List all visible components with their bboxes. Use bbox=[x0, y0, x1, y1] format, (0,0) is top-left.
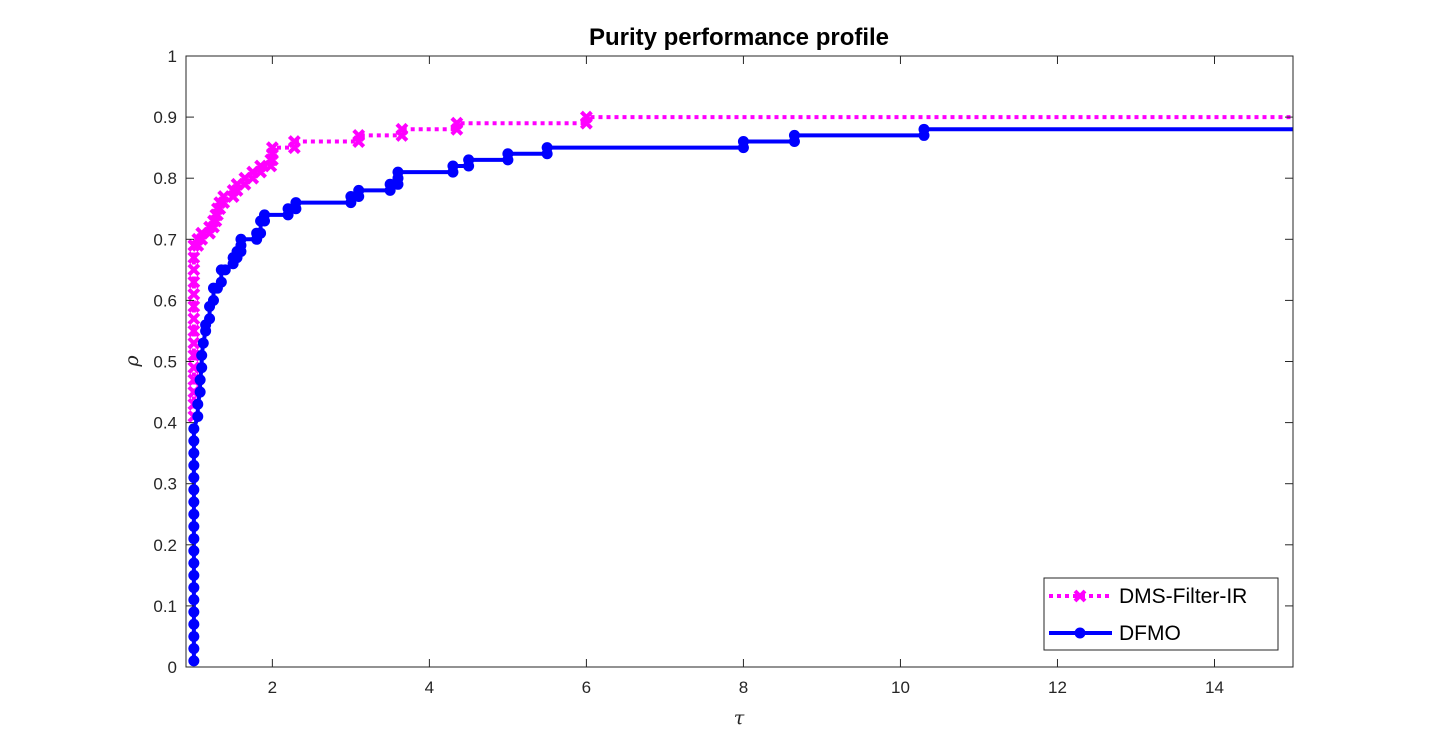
data-point-dfmo bbox=[737, 136, 749, 148]
data-point-dfmo bbox=[502, 148, 514, 160]
legend-label-dms-filter-ir: DMS-Filter-IR bbox=[1119, 585, 1247, 608]
data-point-dms-filter-ir bbox=[187, 348, 201, 362]
data-point-dfmo bbox=[392, 166, 404, 178]
data-point-dfmo bbox=[192, 398, 204, 410]
y-axis-label: ρ bbox=[121, 355, 143, 368]
x-tick-label: 12 bbox=[1048, 678, 1067, 697]
y-axis-ticks: 0 0.1 0.2 0.3 0.4 0.5 0.6 0.7 0.8 0.9 1 bbox=[153, 47, 1293, 677]
data-point-dms-filter-ir bbox=[265, 141, 279, 155]
y-tick-label: 0.4 bbox=[153, 414, 177, 433]
y-tick-label: 0.9 bbox=[153, 108, 177, 127]
x-tick-label: 4 bbox=[425, 678, 434, 697]
legend: DMS-Filter-IR DFMO bbox=[1043, 577, 1279, 651]
data-point-dfmo bbox=[188, 447, 200, 459]
legend-box bbox=[1043, 577, 1279, 651]
series-layer bbox=[187, 110, 1293, 667]
legend-marker-dms-filter-ir bbox=[1073, 589, 1087, 603]
data-point-dms-filter-ir bbox=[187, 312, 201, 326]
data-point-dfmo bbox=[188, 496, 200, 508]
data-point-dfmo bbox=[282, 203, 294, 215]
plot-area bbox=[186, 56, 1293, 667]
y-tick-label: 0 bbox=[168, 658, 177, 677]
x-tick-label: 14 bbox=[1205, 678, 1224, 697]
x-tick-label: 6 bbox=[582, 678, 591, 697]
y-tick-label: 0.3 bbox=[153, 475, 177, 494]
data-point-dfmo bbox=[188, 423, 200, 435]
data-point-dms-filter-ir bbox=[352, 129, 366, 142]
y-tick-label: 0.1 bbox=[153, 597, 177, 616]
data-point-dfmo bbox=[197, 337, 209, 349]
data-point-dfmo bbox=[188, 618, 200, 630]
legend-label-dfmo: DFMO bbox=[1119, 622, 1181, 645]
x-tick-label: 10 bbox=[891, 678, 910, 697]
data-point-dfmo bbox=[541, 142, 553, 154]
data-point-dfmo bbox=[188, 594, 200, 606]
data-point-dfmo bbox=[463, 154, 475, 166]
data-point-dfmo bbox=[188, 459, 200, 471]
data-point-dms-filter-ir bbox=[287, 135, 301, 148]
x-tick-label: 2 bbox=[268, 678, 277, 697]
data-point-dfmo bbox=[215, 276, 227, 288]
data-point-dfmo bbox=[188, 643, 200, 655]
data-point-dfmo bbox=[918, 123, 930, 135]
x-tick-label: 8 bbox=[739, 678, 748, 697]
data-point-dfmo bbox=[192, 410, 204, 422]
x-axis-label: τ bbox=[734, 707, 745, 729]
data-point-dfmo bbox=[384, 178, 396, 190]
data-point-dms-filter-ir bbox=[187, 251, 201, 265]
data-point-dfmo bbox=[447, 160, 459, 172]
data-point-dfmo bbox=[204, 313, 216, 325]
y-tick-label: 0.6 bbox=[153, 291, 177, 310]
data-point-dfmo bbox=[188, 520, 200, 532]
y-tick-label: 0.5 bbox=[153, 353, 177, 372]
data-point-dfmo bbox=[194, 374, 206, 386]
data-point-dfmo bbox=[188, 533, 200, 545]
data-point-dfmo bbox=[188, 484, 200, 496]
y-tick-label: 1 bbox=[168, 47, 177, 66]
data-point-dms-filter-ir bbox=[187, 361, 201, 375]
series-dfmo bbox=[188, 123, 1293, 667]
data-point-dfmo bbox=[188, 557, 200, 569]
data-point-dfmo bbox=[207, 294, 219, 306]
data-point-dms-filter-ir bbox=[187, 324, 201, 338]
chart-title: Purity performance profile bbox=[589, 24, 889, 51]
data-point-dfmo bbox=[235, 233, 247, 245]
data-point-dfmo bbox=[196, 362, 208, 374]
data-point-dfmo bbox=[188, 630, 200, 642]
data-point-dms-filter-ir bbox=[254, 159, 267, 173]
y-tick-label: 0.2 bbox=[153, 536, 177, 555]
data-point-dfmo bbox=[219, 264, 231, 276]
data-point-dms-filter-ir bbox=[395, 122, 409, 136]
data-point-dfmo bbox=[196, 349, 208, 361]
legend-marker-dfmo bbox=[1074, 627, 1086, 639]
data-point-dms-filter-ir bbox=[187, 336, 201, 350]
y-tick-label: 0.7 bbox=[153, 230, 177, 249]
data-point-dfmo bbox=[290, 197, 302, 209]
data-point-dfmo bbox=[353, 184, 365, 196]
x-axis-ticks: 2 4 6 8 10 12 14 bbox=[268, 56, 1224, 697]
data-point-dfmo bbox=[188, 569, 200, 581]
data-point-dfmo bbox=[188, 435, 200, 447]
data-point-dfmo bbox=[345, 191, 357, 203]
data-point-dms-filter-ir bbox=[579, 110, 593, 124]
series-line-dms-filter-ir bbox=[191, 115, 1293, 417]
data-point-dms-filter-ir bbox=[187, 263, 201, 277]
data-point-dfmo bbox=[188, 508, 200, 520]
data-point-dfmo bbox=[188, 582, 200, 594]
data-point-dms-filter-ir bbox=[450, 116, 464, 130]
data-point-dfmo bbox=[188, 655, 200, 667]
data-point-dms-filter-ir bbox=[187, 300, 201, 313]
data-point-dfmo bbox=[188, 606, 200, 618]
data-point-dfmo bbox=[255, 227, 267, 239]
data-point-dfmo bbox=[788, 129, 800, 141]
data-point-dfmo bbox=[259, 209, 271, 221]
data-point-dfmo bbox=[188, 472, 200, 484]
data-point-dms-filter-ir bbox=[187, 275, 201, 289]
data-point-dfmo bbox=[194, 386, 206, 398]
y-tick-label: 0.8 bbox=[153, 169, 177, 188]
data-point-dfmo bbox=[188, 545, 200, 557]
data-point-dms-filter-ir bbox=[187, 287, 201, 301]
